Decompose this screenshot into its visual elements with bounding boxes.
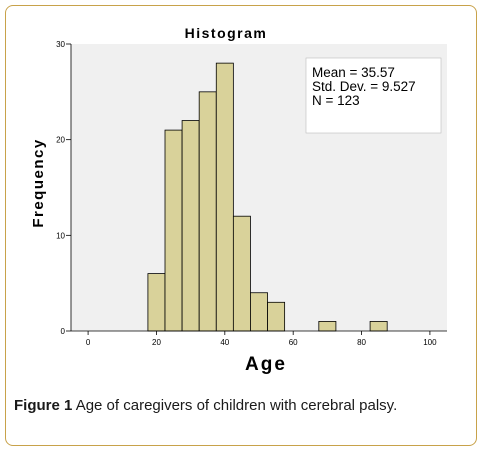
histogram-bar [267, 301, 286, 332]
x-tick-label: 100 [423, 338, 437, 347]
histogram-bar [198, 91, 217, 332]
bars-group [147, 62, 388, 332]
x-tick-label: 80 [357, 338, 366, 347]
axes-group: 0 10 20 30 0 20 40 60 80 100 [56, 40, 447, 347]
figure-caption: Figure 1 Age of caregivers of children w… [14, 397, 397, 414]
y-tick-label: 10 [56, 231, 65, 240]
x-tick-label: 20 [152, 338, 161, 347]
histogram-bar [318, 321, 337, 332]
x-tick-label: 0 [86, 338, 91, 347]
stats-line: Mean = 35.57 [312, 65, 395, 80]
stats-line: N = 123 [312, 93, 360, 108]
y-axis-label: Frequency [30, 138, 47, 227]
x-tick-label: 40 [220, 338, 229, 347]
figure-caption-label: Figure 1 [14, 397, 73, 414]
chart-title: Histogram [185, 25, 268, 41]
histogram-bar [164, 129, 183, 332]
x-axis-label: Age [245, 354, 287, 375]
histogram-bar [369, 321, 388, 332]
x-tick-label: 60 [289, 338, 298, 347]
y-tick-label: 20 [56, 136, 65, 145]
y-tick-label: 0 [61, 327, 66, 336]
histogram-bar [232, 215, 251, 332]
histogram-bar [147, 273, 166, 332]
histogram-chart: Histogram 0 10 20 30 0 20 40 60 80 100 Mean = 35.… [30, 25, 447, 375]
histogram-bar [181, 120, 200, 332]
histogram-bar [250, 292, 268, 332]
histogram-bar [215, 62, 234, 332]
stats-line: Std. Dev. = 9.527 [312, 79, 416, 94]
figure-caption-text: Age of caregivers of children with cereb… [72, 397, 398, 414]
y-tick-label: 30 [56, 40, 65, 49]
